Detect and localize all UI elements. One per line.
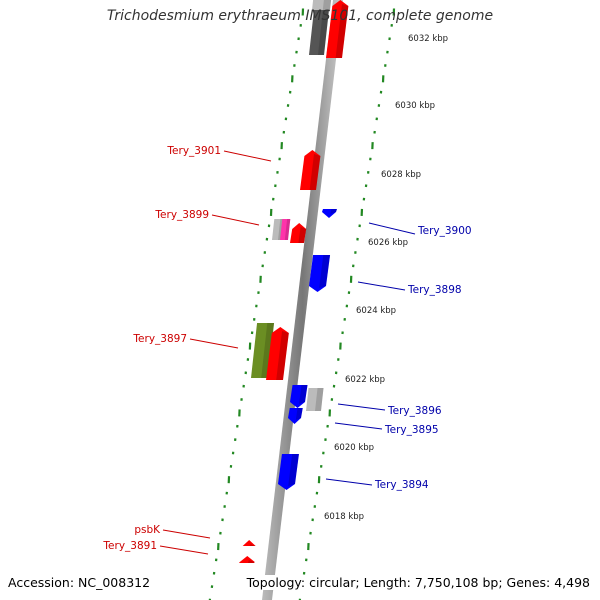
gene-tery-3900-shade	[330, 209, 337, 214]
gene-pink-3899-shade	[284, 219, 291, 240]
gene-top-gray	[312, 0, 332, 10]
gene-label-tery-3897[interactable]: Tery_3897	[132, 333, 187, 345]
scale-label: 6032 kbp	[408, 34, 448, 44]
leader-tery-3891	[159, 545, 209, 555]
accession-label: Accession: NC_008312	[8, 575, 151, 590]
gene-tery-3891-shade	[248, 560, 255, 563]
gene-labels: Tery_3901 Tery_3899 Tery_3897 psbK Tery_3891…	[102, 145, 472, 555]
gene-top-gray-shade	[322, 0, 332, 10]
gene-tery-3901	[300, 150, 321, 190]
leader-tery-3894	[325, 478, 373, 486]
gene-top-dark	[309, 0, 331, 55]
gene-label-tery-3901[interactable]: Tery_3901	[166, 145, 221, 157]
gene-psbk	[242, 540, 256, 546]
gene-olive-3897-shade	[261, 323, 275, 378]
map-title: Trichodesmium erythraeum IMS101, complet…	[106, 8, 494, 24]
gene-label-tery-3896[interactable]: Tery_3896	[387, 405, 442, 417]
gene-tery-3899	[290, 223, 307, 243]
gene-gray-3896-shade	[315, 388, 324, 411]
gene-psbk-shade	[249, 544, 256, 546]
gene-tery-3894-shade	[288, 454, 299, 486]
gene-tery-3899-shade	[298, 227, 307, 243]
leader-tery-3900	[368, 222, 416, 235]
gene-tery-3901-shade	[309, 154, 321, 190]
gene-tery-3897	[266, 327, 289, 380]
gene-label-tery-3894[interactable]: Tery_3894	[374, 479, 429, 491]
leader-tery-3896	[337, 403, 386, 411]
tick-dots	[208, 8, 396, 600]
scale-label: 6024 kbp	[356, 306, 396, 316]
leader-tery-3901	[223, 150, 272, 162]
genome-backbone	[262, 0, 343, 600]
gene-label-tery-3899[interactable]: Tery_3899	[154, 209, 209, 221]
gene-tery-3894	[278, 454, 299, 490]
gene-features	[239, 0, 349, 563]
gene-tery-3891	[239, 556, 255, 563]
gene-top-red	[326, 0, 349, 58]
leader-tery-3899	[211, 214, 260, 226]
gene-tery-3895	[288, 408, 303, 424]
gene-top-red-shade	[335, 4, 349, 58]
leader-tery-3897	[189, 338, 239, 349]
gene-label-psbk[interactable]: psbK	[134, 524, 161, 536]
scale-label: 6030 kbp	[395, 101, 435, 111]
gene-gray-3896	[306, 388, 324, 411]
leader-tery-3898	[357, 281, 406, 291]
scale-label: 6020 kbp	[334, 443, 374, 453]
gene-label-tery-3898[interactable]: Tery_3898	[407, 284, 462, 296]
gene-top-dark-shade	[318, 0, 331, 55]
scale-label: 6018 kbp	[324, 512, 364, 522]
gene-tery-3896	[290, 385, 308, 408]
gene-label-tery-3891[interactable]: Tery_3891	[102, 540, 157, 552]
gene-label-tery-3900[interactable]: Tery_3900	[417, 225, 472, 237]
leader-psbk	[162, 529, 211, 539]
gene-tery-3900	[322, 209, 337, 218]
scale-label: 6022 kbp	[345, 375, 385, 385]
gene-tery-3896-shade	[299, 385, 308, 404]
scale-labels: 6032 kbp 6030 kbp 6028 kbp 6026 kbp 6024 kbp…	[324, 34, 448, 522]
gene-label-tery-3895[interactable]: Tery_3895	[384, 424, 439, 436]
gene-pink-3899	[280, 219, 291, 240]
scale-label: 6026 kbp	[368, 238, 408, 248]
scale-label: 6028 kbp	[381, 170, 421, 180]
gene-tery-3895-shade	[295, 408, 303, 420]
leader-tery-3895	[334, 422, 383, 430]
gene-tery-3898	[309, 255, 331, 292]
gene-tery-3898-shade	[319, 255, 331, 288]
gene-tery-3897-shade	[276, 331, 289, 380]
genome-summary: Topology: circular; Length: 7,750,108 bp…	[242, 575, 590, 590]
